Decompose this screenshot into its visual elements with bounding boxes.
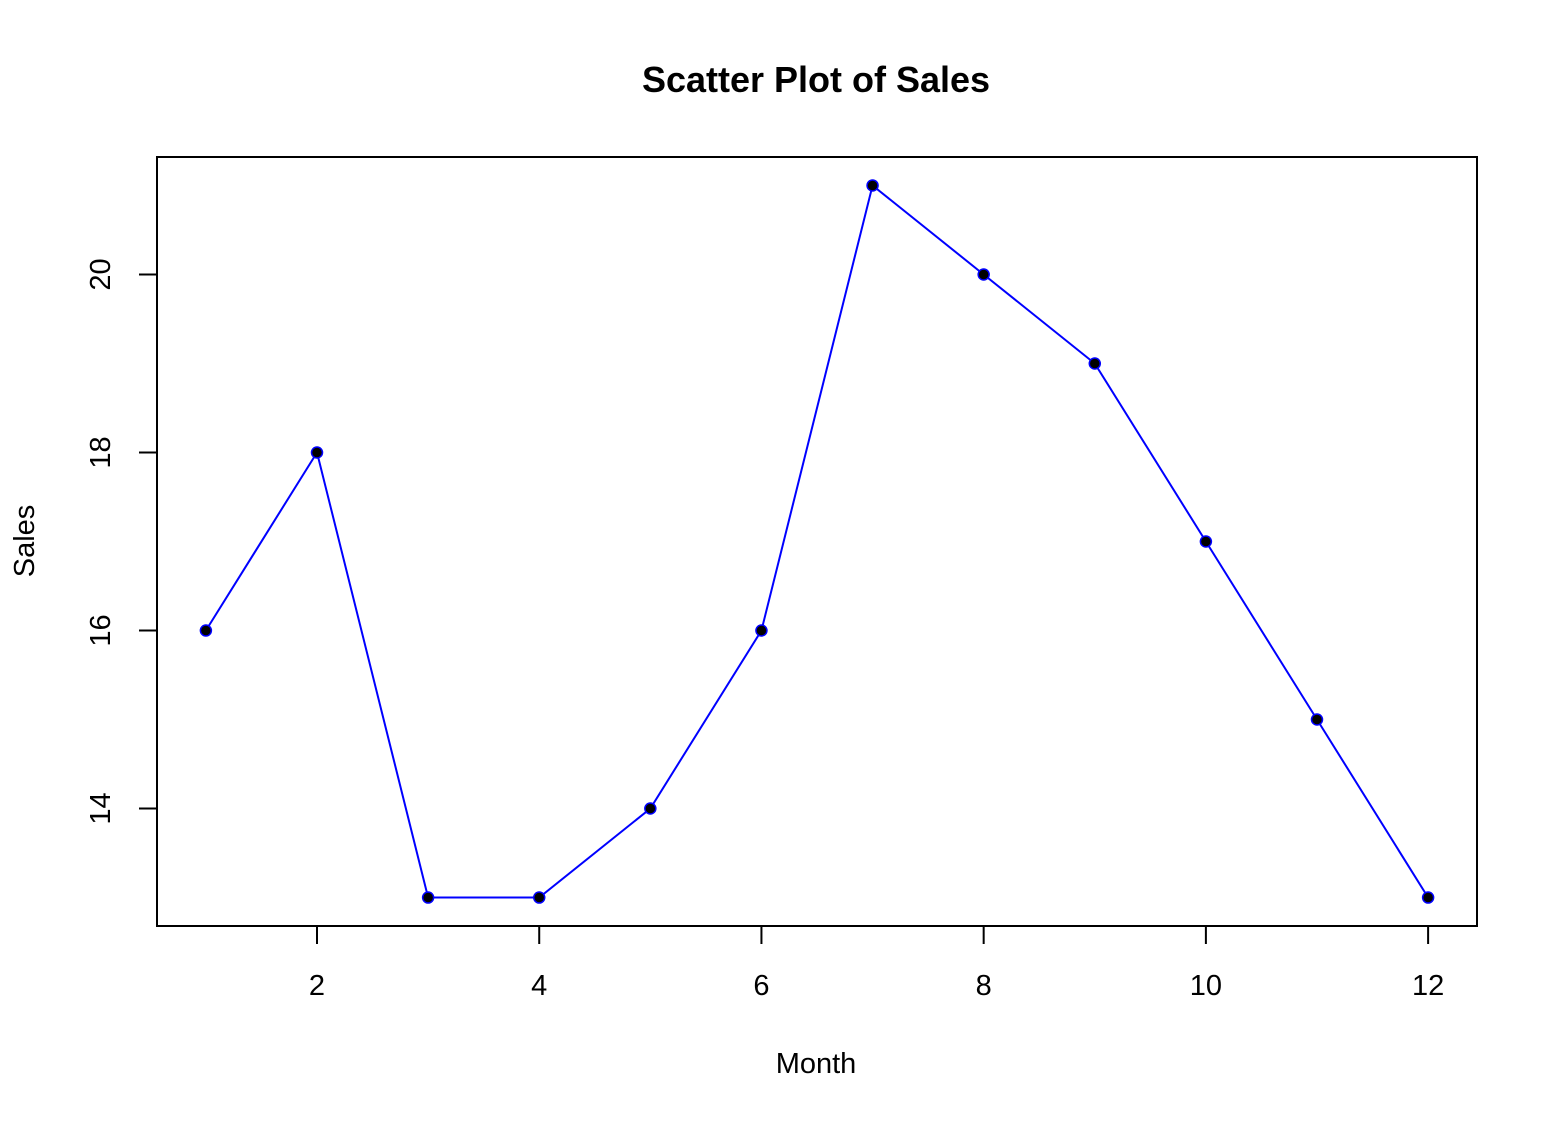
plot-frame bbox=[156, 156, 1478, 927]
series-line-group bbox=[205, 183, 1429, 899]
series-line bbox=[205, 183, 1429, 899]
data-point bbox=[421, 891, 435, 904]
y-tick-label: 14 bbox=[85, 792, 117, 824]
y-tick-label: 16 bbox=[85, 614, 117, 646]
data-point bbox=[1421, 891, 1435, 904]
x-tick-label: 12 bbox=[1412, 970, 1444, 1002]
y-tick-label: 18 bbox=[85, 436, 117, 468]
y-tick-label: 20 bbox=[85, 258, 117, 290]
chart-title: Scatter Plot of Sales bbox=[642, 59, 990, 100]
x-tick-label: 4 bbox=[531, 970, 547, 1002]
data-point bbox=[977, 268, 990, 281]
data-point bbox=[532, 891, 546, 904]
data-point bbox=[310, 446, 324, 459]
x-tick-label: 8 bbox=[976, 970, 992, 1002]
x-tick-label: 2 bbox=[309, 970, 325, 1002]
y-axis: 14 16 18 20 bbox=[85, 258, 158, 825]
data-point bbox=[1310, 713, 1324, 726]
x-tick-label: 10 bbox=[1190, 970, 1222, 1002]
series-points-group bbox=[199, 179, 1435, 904]
data-point bbox=[866, 179, 879, 192]
x-tick-label: 6 bbox=[753, 970, 769, 1002]
x-axis: 2 4 6 8 10 12 bbox=[309, 925, 1444, 1002]
data-point bbox=[1199, 535, 1213, 548]
x-axis-label: Month bbox=[776, 1048, 857, 1080]
data-point bbox=[755, 624, 768, 637]
data-point bbox=[644, 802, 657, 815]
data-point bbox=[1088, 357, 1102, 370]
data-point bbox=[199, 624, 213, 637]
y-axis-label: Sales bbox=[9, 505, 41, 578]
